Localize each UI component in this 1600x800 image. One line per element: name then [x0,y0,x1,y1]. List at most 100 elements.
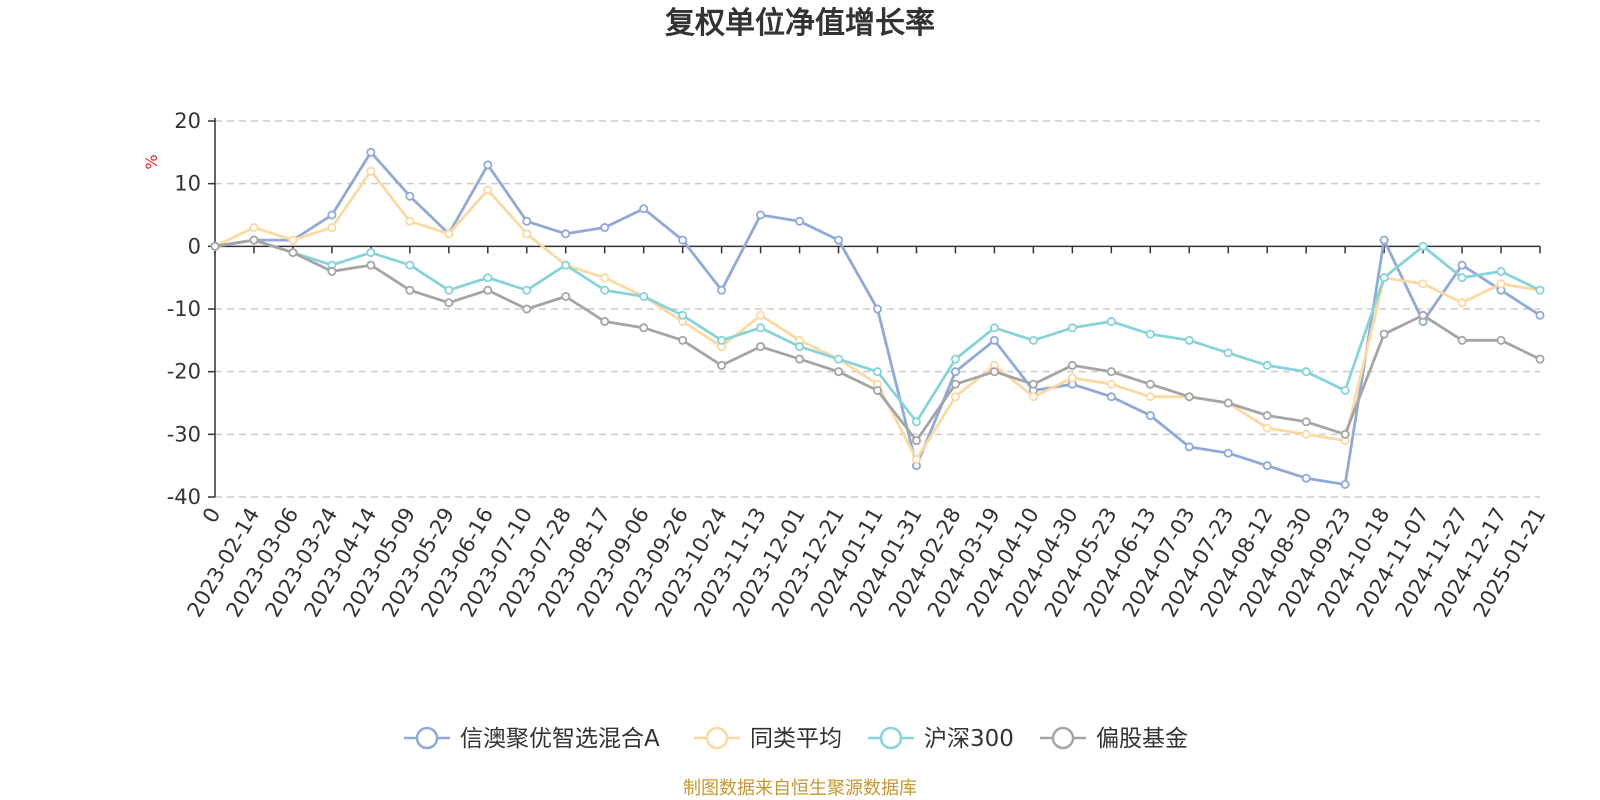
data-point [327,210,337,220]
data-point [873,367,883,377]
legend-marker [415,726,439,750]
data-point [1535,285,1545,295]
data-point [1145,379,1155,389]
data-point [1301,429,1311,439]
data-point [1145,411,1155,421]
data-point [834,367,844,377]
data-point [834,235,844,245]
legend-label: 沪深300 [924,726,1014,752]
data-point [795,354,805,364]
data-point [795,216,805,226]
data-point [911,436,921,446]
data-point [561,260,571,270]
data-point [561,291,571,301]
data-point [873,385,883,395]
data-point [1145,392,1155,402]
data-point [1067,323,1077,333]
data-point [1067,373,1077,383]
legend-marker [1051,726,1075,750]
y-tick-label: -20 [167,360,201,384]
data-point [678,335,688,345]
data-point [600,317,610,327]
data-point [1379,235,1389,245]
data-point [561,229,571,239]
data-point [249,223,259,233]
data-point [366,166,376,176]
data-point [522,229,532,239]
data-point [327,266,337,276]
data-point [717,335,727,345]
data-point [1106,392,1116,402]
data-point [989,367,999,377]
data-point [678,310,688,320]
data-point [639,323,649,333]
legend-label: 信澳聚优智选混合A [460,726,660,752]
data-point [405,216,415,226]
data-point [210,241,220,251]
data-point [1340,479,1350,489]
data-point [678,235,688,245]
data-point [950,354,960,364]
data-point [1262,423,1272,433]
data-point [1145,329,1155,339]
data-point [756,210,766,220]
data-point [1106,379,1116,389]
data-point [1262,461,1272,471]
data-point [1379,329,1389,339]
data-point [756,342,766,352]
data-point [717,360,727,370]
data-point [327,223,337,233]
data-point [911,417,921,427]
series-lines [210,147,1545,489]
source-note: 制图数据来自恒生聚源数据库 [683,778,917,799]
data-point [1067,360,1077,370]
data-point [444,298,454,308]
data-point [950,367,960,377]
data-point [989,323,999,333]
x-tick-label: 0 [198,504,225,528]
data-point [288,248,298,258]
data-point [1223,448,1233,458]
data-point [483,273,493,283]
data-point [1457,260,1467,270]
y-axis-unit-label: % [142,154,161,169]
data-point [1496,335,1506,345]
data-point [911,454,921,464]
legend: 信澳聚优智选混合A 同类平均 沪深300 偏股基金 [404,726,1188,752]
data-point [950,379,960,389]
data-point [444,229,454,239]
series-line [213,238,1542,443]
data-point [1535,354,1545,364]
data-point [1457,298,1467,308]
data-point [1028,335,1038,345]
data-point [1262,411,1272,421]
data-point [1418,310,1428,320]
data-point [522,216,532,226]
data-point [366,248,376,258]
data-point [483,285,493,295]
data-point [522,285,532,295]
data-point [1106,317,1116,327]
y-tick-label: 20 [174,109,201,133]
chart-title: 复权单位净值增长率 [665,6,935,41]
data-point [249,235,259,245]
data-point [483,160,493,170]
data-point [1301,367,1311,377]
y-tick-label: -30 [167,422,201,446]
data-point [600,273,610,283]
data-point [1223,348,1233,358]
data-point [1379,273,1389,283]
data-point [405,260,415,270]
data-point [1223,398,1233,408]
data-point [522,304,532,314]
data-point [717,285,727,295]
data-point [1028,379,1038,389]
data-point [1301,473,1311,483]
data-point [1340,429,1350,439]
data-point [1418,241,1428,251]
data-point [1106,367,1116,377]
legend-marker [879,726,903,750]
data-point [834,354,844,364]
data-point [1301,417,1311,427]
